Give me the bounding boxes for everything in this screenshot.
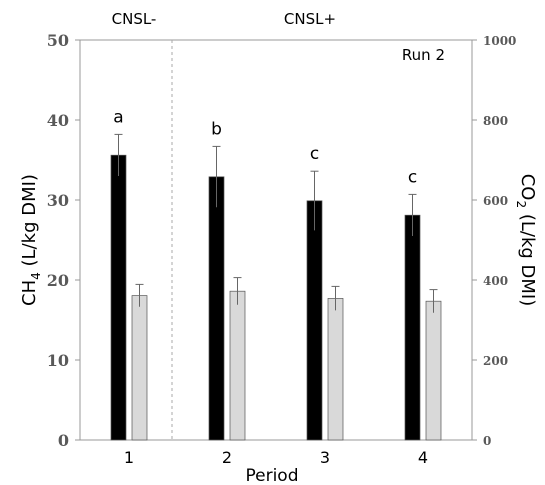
- significance-letter: a: [113, 107, 123, 127]
- ch4-bar: [306, 200, 323, 441]
- left-tick-label: 30: [47, 191, 69, 210]
- x-tick-label: 2: [222, 448, 232, 467]
- co2-bar: [327, 298, 344, 441]
- right-tick-label: 200: [483, 354, 508, 368]
- left-tick-label: 10: [47, 351, 69, 370]
- right-tick-label: 0: [483, 434, 491, 448]
- bars: a b c c: [110, 107, 442, 441]
- ch4-bar: [110, 154, 127, 441]
- right-axis-ticks: 0 200 400 600 800 1000: [472, 34, 516, 448]
- left-tick-label: 40: [47, 111, 69, 130]
- plot-frame: [79, 39, 473, 441]
- right-tick-label: 1000: [483, 34, 516, 48]
- right-axis-label: CO2 (L/kg DMI): [514, 174, 538, 307]
- significance-letter: b: [211, 119, 222, 139]
- right-tick-label: 400: [483, 274, 508, 288]
- left-tick-label: 50: [47, 31, 69, 50]
- co2-bar: [425, 300, 442, 441]
- left-axis-label: CH4 (L/kg DMI): [19, 174, 43, 306]
- right-tick-label: 600: [483, 194, 508, 208]
- significance-letter: c: [408, 167, 417, 187]
- ch4-bar: [404, 214, 421, 441]
- group-label-cnsl-plus: CNSL+: [284, 10, 336, 28]
- co2-bar: [131, 295, 148, 441]
- x-axis-ticks: 1 2 3 4: [124, 448, 428, 467]
- left-axis-label-text: CH4 (L/kg DMI): [19, 174, 43, 306]
- co2-bar: [229, 290, 246, 441]
- left-axis-ticks: 0 10 20 30 40 50: [47, 31, 80, 450]
- group-label-cnsl-minus: CNSL-: [112, 10, 157, 28]
- x-tick-label: 4: [418, 448, 428, 467]
- run-annotation: Run 2: [402, 46, 445, 64]
- x-tick-label: 3: [320, 448, 330, 467]
- ch4-bar: [208, 176, 225, 441]
- left-tick-label: 0: [58, 431, 69, 450]
- right-axis-label-text: CO2 (L/kg DMI): [514, 174, 538, 307]
- significance-letter: c: [310, 144, 319, 164]
- x-tick-label: 1: [124, 448, 134, 467]
- x-axis-label: Period: [245, 466, 298, 485]
- right-tick-label: 800: [483, 114, 508, 128]
- left-tick-label: 20: [47, 271, 69, 290]
